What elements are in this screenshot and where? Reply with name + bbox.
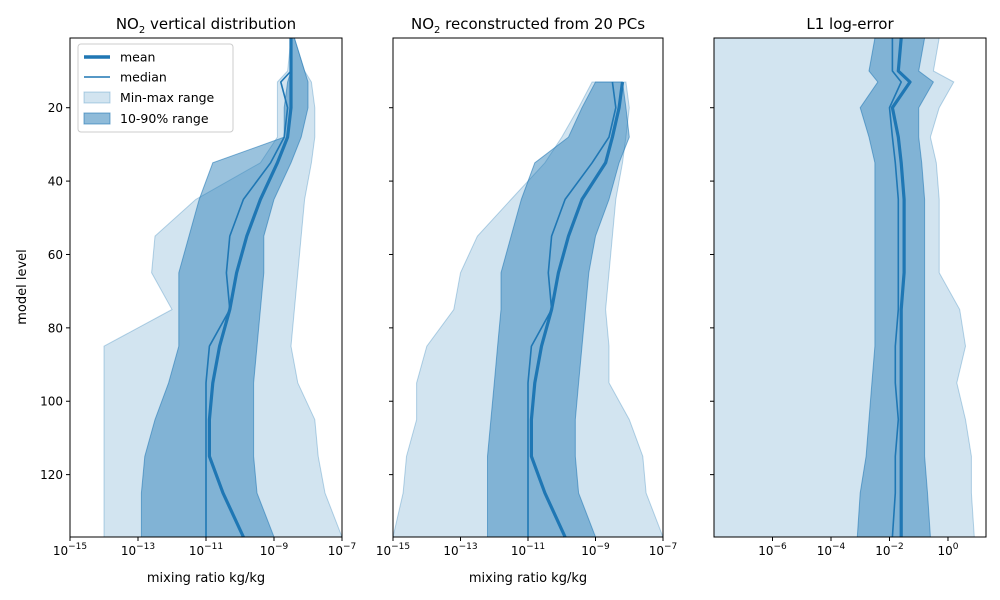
panel-2-xtick-label-1: 10−13 bbox=[443, 542, 477, 558]
panel-1-xtick-label-3: 10−9 bbox=[260, 542, 289, 558]
panel-3-title: L1 log-error bbox=[806, 15, 894, 33]
panel-3-xtick-label-0: 10−6 bbox=[758, 542, 787, 558]
legend-label-mean: mean bbox=[120, 50, 155, 65]
legend-swatch-pct bbox=[83, 112, 111, 125]
ytick-label-1: 40 bbox=[48, 175, 63, 189]
panel-2-xlabel: mixing ratio kg/kg bbox=[469, 571, 587, 586]
panel-3-xtick-label-1: 10−4 bbox=[817, 542, 846, 558]
panel-2-xtick-label-2: 10−11 bbox=[511, 542, 545, 558]
legend-label-pct: 10-90% range bbox=[120, 111, 209, 126]
panel-1-median-line bbox=[205, 38, 292, 537]
panel-1-xlabel: mixing ratio kg/kg bbox=[147, 571, 265, 586]
legend-frame bbox=[77, 43, 234, 133]
panel-3-xtick-label-2: 10−2 bbox=[875, 542, 904, 558]
panel-3-mean-line bbox=[890, 37, 912, 537]
panel-1-xtick-label-0: 10−15 bbox=[53, 542, 87, 558]
legend: mean median Min-max range 10-90% range bbox=[77, 43, 234, 133]
ytick-label-0: 20 bbox=[48, 101, 63, 115]
panel-2-median-line bbox=[527, 81, 617, 537]
panel-2-mean-line bbox=[529, 81, 625, 538]
panel-3-median-line bbox=[888, 38, 902, 538]
legend-label-minmax: Min-max range bbox=[120, 90, 215, 105]
ytick-label-5: 120 bbox=[40, 468, 63, 482]
legend-swatch-minmax bbox=[83, 91, 111, 104]
panel-1-mean-line bbox=[207, 38, 293, 538]
panel-1-xtick-label-1: 10−13 bbox=[121, 542, 155, 558]
ytick-label-3: 80 bbox=[48, 321, 63, 335]
panel-1-title: NO2 vertical distribution bbox=[116, 15, 296, 36]
panel-3-frame bbox=[713, 37, 987, 538]
panel-2-xtick-label-4: 10−7 bbox=[649, 542, 678, 558]
y-axis-label: model level bbox=[15, 249, 30, 325]
legend-label-median: median bbox=[120, 70, 167, 85]
panel-1-xtick-label-4: 10−7 bbox=[328, 542, 357, 558]
panel-3-minmax-band bbox=[713, 37, 975, 538]
panel-2-xtick-label-3: 10−9 bbox=[581, 542, 610, 558]
panel-2-xtick-label-0: 10−15 bbox=[376, 542, 410, 558]
ytick-label-2: 60 bbox=[48, 248, 63, 262]
ytick-label-4: 100 bbox=[40, 395, 63, 409]
panel-2-title: NO2 reconstructed from 20 PCs bbox=[411, 15, 645, 36]
panel-1-xtick-label-2: 10−11 bbox=[189, 542, 223, 558]
panel-3-xtick-label-3: 100 bbox=[937, 542, 958, 558]
